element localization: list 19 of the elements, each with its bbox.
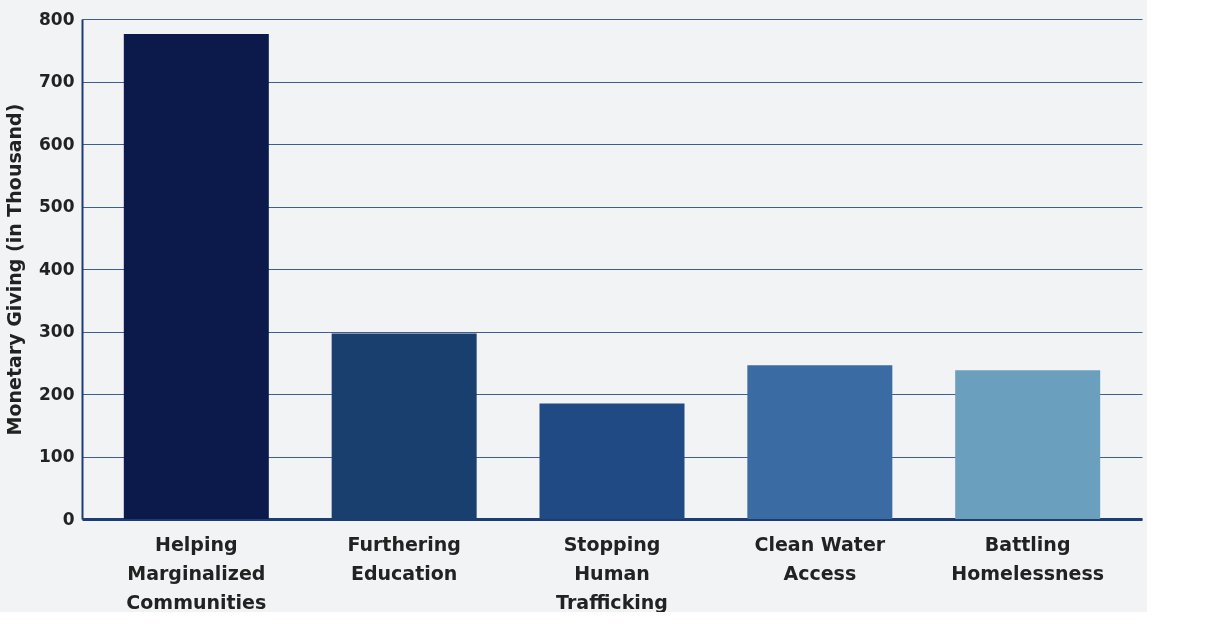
x-tick-label: Battling Homelessness: [951, 532, 1105, 584]
x-tick-label: Clean Water Access: [754, 532, 886, 584]
y-tick-label: 500: [39, 196, 75, 216]
y-tick-label: 700: [39, 71, 75, 91]
y-tick-label: 600: [39, 133, 75, 154]
y-axis-title: Monetary Giving (in Thousand): [3, 103, 26, 436]
bar: [539, 403, 685, 519]
bar: [747, 365, 893, 519]
y-tick-label: 0: [62, 508, 75, 529]
y-tick-label: 800: [39, 8, 75, 29]
x-tick-label: Furthering Education: [347, 532, 461, 584]
y-tick-label: 400: [39, 258, 75, 279]
y-tick-label: 200: [39, 383, 75, 404]
x-tick-label: Stopping Human Trafficking: [556, 532, 668, 613]
x-tick-label: Helping Marginalized Communities: [126, 532, 267, 613]
bar: [955, 370, 1101, 519]
y-tick-label: 100: [39, 446, 75, 466]
y-tick-label: 300: [39, 321, 75, 341]
bar: [123, 34, 269, 519]
